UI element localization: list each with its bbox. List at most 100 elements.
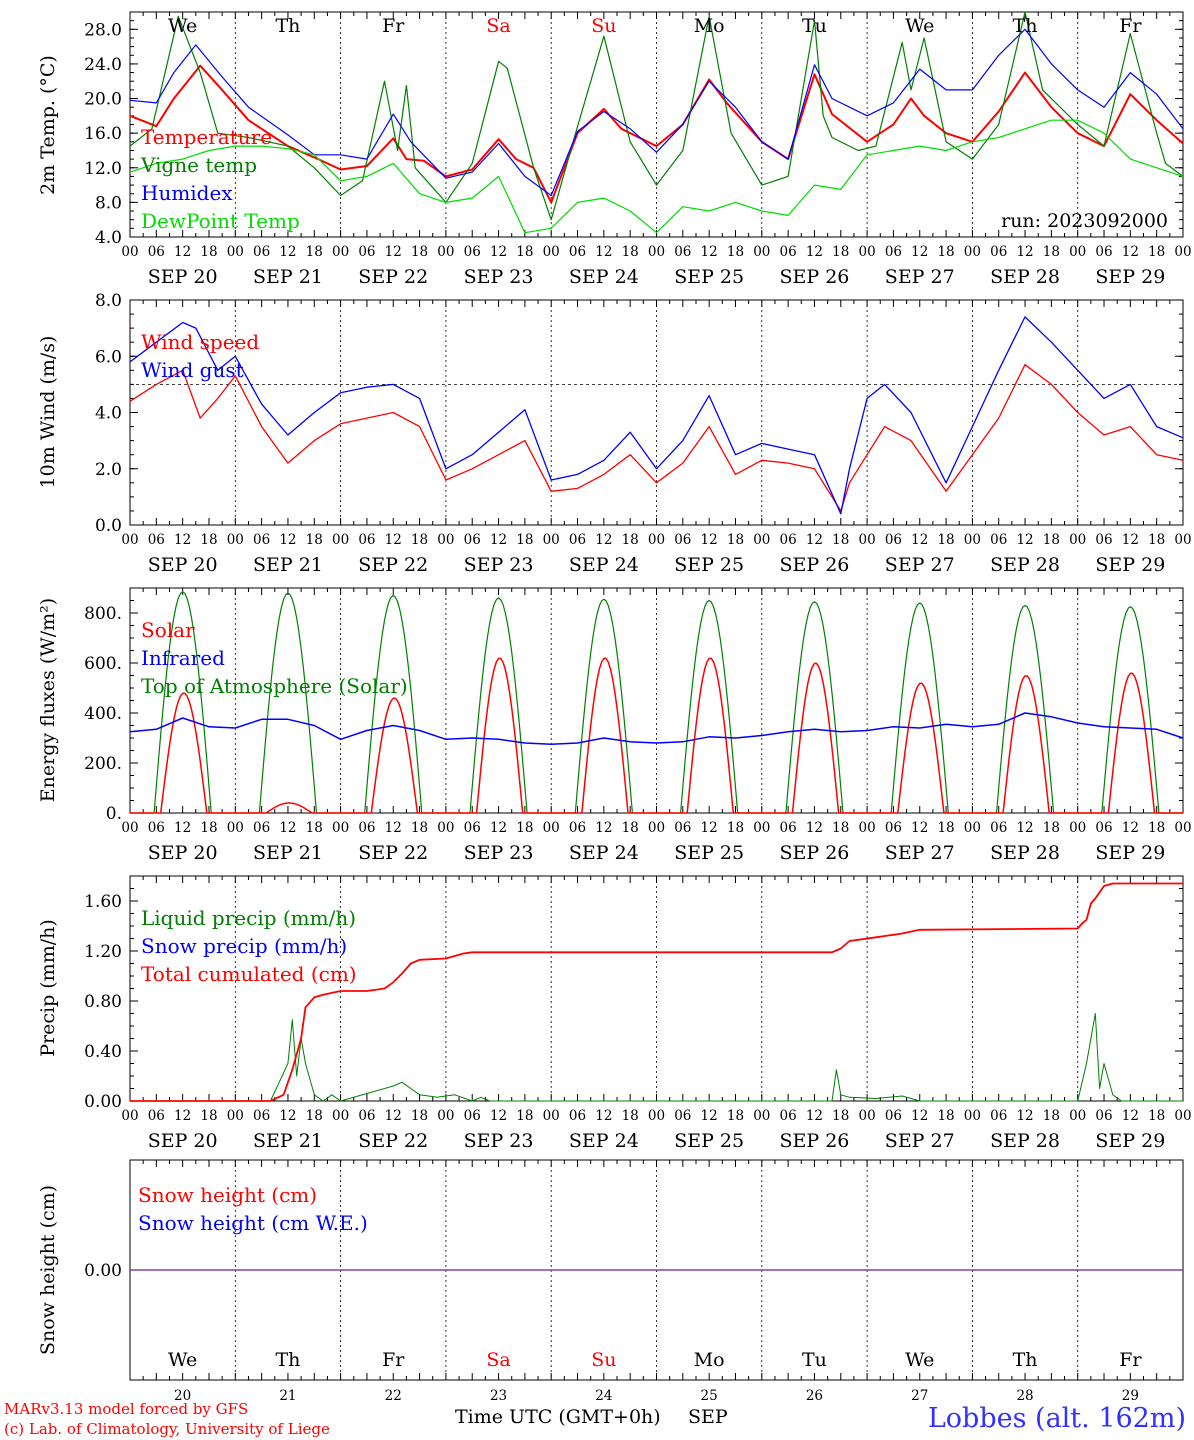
hour-tick-label: 00	[1174, 1108, 1191, 1124]
hour-tick-label: 18	[937, 820, 954, 836]
panel-3: 0. 200. 400. 600. 800. Energy fluxes (W/m²) So…	[37, 587, 1184, 824]
hour-tick-label: 06	[253, 820, 270, 836]
hour-tick-label: 18	[1148, 244, 1165, 260]
day-number: 23	[490, 1388, 507, 1404]
hour-tick-label: 12	[1016, 820, 1033, 836]
legend-entry: Total cumulated (cm)	[141, 962, 357, 986]
date-label: SEP 24	[569, 554, 639, 576]
hour-tick-label: 06	[464, 820, 481, 836]
series-line	[130, 882, 1183, 1102]
hour-tick-label: 12	[911, 1108, 928, 1124]
hour-tick-label: 12	[279, 1108, 296, 1124]
hour-tick-label: 06	[253, 244, 270, 260]
hour-tick-label: 00	[1069, 244, 1086, 260]
hour-tick-label: 00	[964, 244, 981, 260]
day-name: We	[168, 15, 197, 37]
date-label: SEP 20	[148, 842, 218, 864]
series-line	[129, 316, 1184, 515]
date-label: SEP 24	[569, 1130, 639, 1152]
hour-tick-label: 00	[437, 820, 454, 836]
hour-tick-label: 06	[1095, 244, 1112, 260]
y-axis-label: Energy fluxes (W/m²)	[37, 598, 59, 802]
hour-tick-label: 06	[674, 820, 691, 836]
hour-tick-label: 18	[306, 1108, 323, 1124]
time-axis-title: Time UTC (GMT+0h)	[455, 1406, 661, 1428]
hour-tick-label: 00	[1174, 532, 1191, 548]
day-number: 20	[174, 1388, 191, 1404]
hour-tick-label: 00	[437, 1108, 454, 1124]
day-number: 24	[595, 1388, 612, 1404]
hour-tick-label: 06	[990, 532, 1007, 548]
hour-tick-label: 00	[1069, 532, 1086, 548]
day-name: Su	[591, 1349, 616, 1371]
date-label: SEP 27	[885, 1130, 955, 1152]
legend-entry: Liquid precip (mm/h)	[141, 906, 356, 930]
hour-tick-label: 00	[543, 244, 560, 260]
y-tick-label: 4.0	[95, 404, 122, 424]
hour-tick-label: 00	[753, 244, 770, 260]
hour-tick-label: 18	[200, 1108, 217, 1124]
day-name: Tu	[802, 1349, 827, 1371]
hour-tick-label: 12	[806, 244, 823, 260]
hour-tick-label: 00	[964, 532, 981, 548]
y-tick-label: 200.	[84, 754, 122, 774]
hour-tick-label: 12	[595, 1108, 612, 1124]
hour-tick-label: 06	[358, 532, 375, 548]
hour-tick-label: 06	[990, 820, 1007, 836]
hour-tick-label: 12	[595, 820, 612, 836]
model-credit: MARv3.13 model forced by GFS	[4, 1400, 249, 1418]
hour-tick-label: 18	[411, 532, 428, 548]
hour-tick-label: 00	[1174, 820, 1191, 836]
hour-tick-label: 18	[1148, 532, 1165, 548]
hour-tick-label: 00	[227, 532, 244, 548]
hour-tick-label: 00	[859, 820, 876, 836]
hour-tick-label: 12	[490, 532, 507, 548]
date-label: SEP 22	[358, 554, 428, 576]
hour-tick-label: 18	[1043, 532, 1060, 548]
y-tick-label: 0.80	[84, 992, 122, 1012]
series-line	[129, 64, 1184, 204]
hour-tick-label: 12	[806, 820, 823, 836]
date-label: SEP 21	[253, 1130, 323, 1152]
hour-tick-label: 06	[358, 820, 375, 836]
hour-tick-label: 12	[385, 532, 402, 548]
hour-tick-label: 12	[1122, 244, 1139, 260]
hour-tick-label: 18	[1148, 1108, 1165, 1124]
hour-labels: 00 06 12 18 00 06 12 18 00 06 12 18 00 06 12 18 00 06 12 18…	[121, 532, 1191, 576]
hour-tick-label: 12	[1016, 244, 1033, 260]
y-tick-label: 0.00	[84, 1092, 122, 1112]
day-name: Su	[591, 15, 616, 37]
hour-tick-label: 18	[937, 1108, 954, 1124]
day-name: Th	[1013, 1349, 1038, 1371]
y-axis-label: 10m Wind (m/s)	[37, 336, 59, 489]
date-label: SEP 24	[569, 842, 639, 864]
hour-tick-label: 06	[569, 820, 586, 836]
hour-tick-label: 18	[727, 244, 744, 260]
series-line	[129, 119, 1184, 234]
date-label: SEP 25	[674, 1130, 744, 1152]
y-axis-label: Snow height (cm)	[37, 1185, 59, 1355]
date-label: SEP 20	[148, 1130, 218, 1152]
hour-tick-label: 18	[1043, 1108, 1060, 1124]
hour-tick-label: 06	[780, 244, 797, 260]
date-label: SEP 28	[990, 842, 1060, 864]
hour-tick-label: 18	[832, 820, 849, 836]
hour-tick-label: 00	[859, 532, 876, 548]
hour-tick-label: 06	[885, 820, 902, 836]
date-label: SEP 22	[358, 1130, 428, 1152]
hour-tick-label: 18	[516, 1108, 533, 1124]
hour-tick-label: 00	[1069, 1108, 1086, 1124]
date-label: SEP 25	[674, 554, 744, 576]
day-name: Th	[275, 1349, 300, 1371]
legend-entry: Humidex	[141, 181, 233, 205]
date-label: SEP 22	[358, 842, 428, 864]
hour-tick-label: 06	[569, 532, 586, 548]
hour-tick-label: 18	[306, 532, 323, 548]
series-line	[129, 364, 1184, 512]
hour-tick-label: 18	[727, 1108, 744, 1124]
day-name: Fr	[1119, 1349, 1142, 1371]
hour-tick-label: 12	[279, 532, 296, 548]
day-name: Th	[275, 15, 300, 37]
hour-tick-label: 06	[148, 1108, 165, 1124]
